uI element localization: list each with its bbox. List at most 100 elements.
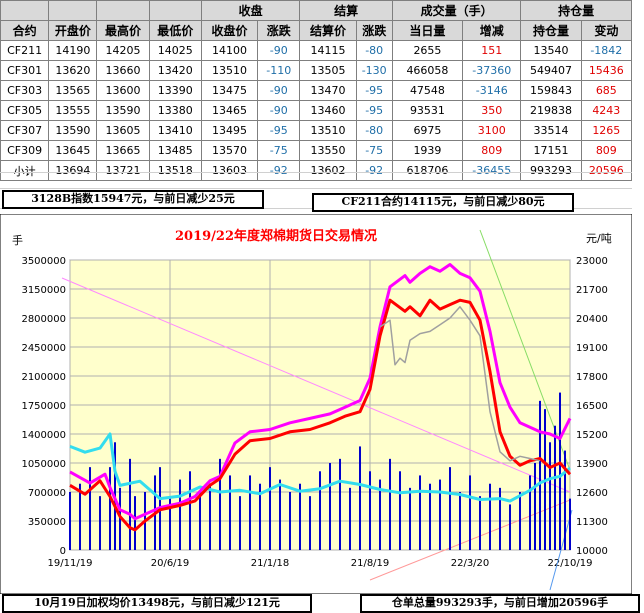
header-blank	[48, 0, 98, 21]
table-cell: -80	[355, 120, 393, 141]
table-cell: CF303	[0, 80, 50, 101]
volume-bar	[309, 496, 311, 550]
table-cell: 13460	[299, 100, 357, 121]
total-oi-note: 仓单总量993293手，与前日增加20596手	[360, 594, 640, 613]
volume-bar	[379, 479, 381, 550]
table-cell: 47548	[391, 80, 464, 101]
index-note: 3128B指数15947元，与前日减少25元	[2, 190, 264, 209]
header-oi-group: 持仓量	[520, 0, 632, 21]
y-right-tick-label: 16500	[576, 401, 608, 412]
column-header: 最低价	[148, 20, 202, 41]
volume-bar	[479, 496, 481, 550]
table-cell: 13505	[299, 60, 357, 81]
avg-price-note: 10月19日加权均价13498元，与前日减少121元	[2, 594, 312, 613]
sheet-gridline	[0, 172, 632, 173]
y-right-tick-label: 17800	[576, 372, 608, 383]
volume-bar	[289, 492, 291, 550]
volume-bar	[219, 458, 221, 550]
table-cell: 13475	[200, 80, 259, 101]
x-tick-label: 21/1/18	[251, 558, 290, 569]
table-row: CF307 13590 13605 13410 13495 -95 13510 -80 6975…	[0, 120, 633, 141]
table-cell: -80	[355, 40, 393, 61]
volume-bar	[449, 467, 451, 550]
table-cell: 13660	[96, 60, 150, 81]
x-tick-label: 20/6/19	[151, 558, 190, 569]
y-left-tick-label: 3500000	[21, 256, 66, 267]
table-cell: -90	[257, 80, 301, 101]
table-cell: 33514	[520, 120, 582, 141]
x-tick-label: 19/11/19	[48, 558, 93, 569]
table-cell: 13570	[200, 140, 259, 161]
y-right-tick-label: 21700	[576, 285, 608, 296]
table-cell: 17151	[520, 140, 582, 161]
table-cell: 13390	[148, 80, 202, 101]
table-cell: 13602	[299, 160, 357, 181]
table-cell: 685	[580, 80, 633, 101]
table-cell: -90	[257, 100, 301, 121]
table-cell: 15436	[580, 60, 633, 81]
volume-bar	[529, 475, 531, 550]
volume-bar	[129, 458, 131, 550]
table-cell: 13465	[200, 100, 259, 121]
table-cell: -3146	[462, 80, 522, 101]
volume-bar	[554, 425, 556, 550]
table-cell: 466058	[391, 60, 464, 81]
volume-bar	[559, 392, 561, 550]
table-cell: -130	[355, 60, 393, 81]
table-cell: -36455	[462, 160, 522, 181]
table-cell: 13565	[48, 80, 98, 101]
volume-bar	[509, 504, 511, 550]
y-right-tick-label: 23000	[576, 256, 608, 267]
table-cell: CF211	[0, 40, 50, 61]
table-cell: -95	[355, 100, 393, 121]
x-tick-label: 22/10/19	[548, 558, 593, 569]
header-blank	[0, 0, 50, 21]
volume-bar	[89, 467, 91, 550]
table-cell: 3100	[462, 120, 522, 141]
volume-bar	[459, 492, 461, 550]
volume-bar	[519, 492, 521, 550]
y-left-tick-label: 350000	[28, 517, 66, 528]
y-left-tick-label: 2100000	[21, 372, 66, 383]
y-left-axis-label: 手	[12, 233, 23, 247]
volume-bar	[179, 479, 181, 550]
table-cell: -75	[355, 140, 393, 161]
volume-bar	[489, 483, 491, 550]
y-left-tick-label: 2450000	[21, 343, 66, 354]
table-cell: -95	[355, 80, 393, 101]
table-cell: -1842	[580, 40, 633, 61]
x-tick-label: 21/8/19	[351, 558, 390, 569]
volume-bar	[399, 471, 401, 550]
y-left-tick-label: 3150000	[21, 285, 66, 296]
table-cell: 618706	[391, 160, 464, 181]
y-right-tick-label: 12600	[576, 488, 608, 499]
table-cell: 14115	[299, 40, 357, 61]
header-blank	[96, 0, 150, 21]
header-close-group: 收盘	[200, 0, 301, 21]
y-right-tick-label: 11300	[576, 517, 608, 528]
y-right-tick-label: 19100	[576, 343, 608, 354]
table-cell: CF301	[0, 60, 50, 81]
volume-bar	[259, 483, 261, 550]
y-left-tick-label: 2800000	[21, 314, 66, 325]
volume-bar	[119, 487, 121, 550]
volume-bar	[79, 483, 81, 550]
volume-bar	[329, 463, 331, 550]
y-left-tick-label: 0	[60, 546, 66, 557]
table-cell: -92	[257, 160, 301, 181]
table-cell: 13721	[96, 160, 150, 181]
table-cell: 13410	[148, 120, 202, 141]
volume-bar	[209, 483, 211, 550]
table-cell: -92	[355, 160, 393, 181]
table-cell: 13590	[96, 100, 150, 121]
volume-bar	[339, 458, 341, 550]
futures-chart: 3500000315000028000002450000210000017500…	[0, 214, 632, 594]
table-row: CF211 14190 14205 14025 14100 -90 14115 -80 2655…	[0, 40, 633, 61]
y-left-tick-label: 1750000	[21, 401, 66, 412]
y-right-tick-label: 15200	[576, 430, 608, 441]
table-cell: 13380	[148, 100, 202, 121]
column-header: 合约	[0, 20, 50, 41]
table-row: CF303 13565 13600 13390 13475 -90 13470 -95 4754…	[0, 80, 633, 101]
table-cell: 13470	[299, 80, 357, 101]
volume-bar	[359, 446, 361, 550]
